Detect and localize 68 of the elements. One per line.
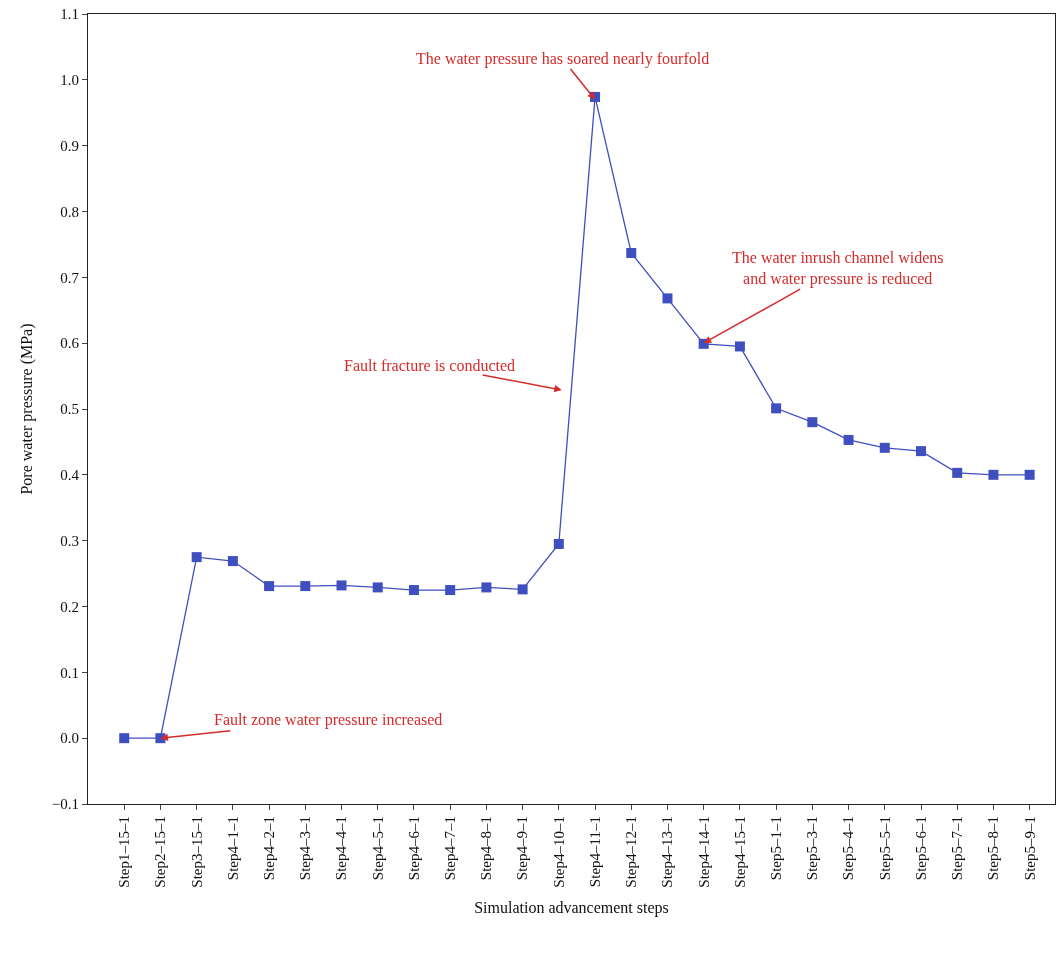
x-tick-label: Step4–10–1 (550, 816, 567, 888)
x-tick-label: Step4–5–1 (369, 816, 386, 881)
x-tick-label: Step4–7–1 (442, 816, 459, 881)
y-tick-label: 0.8 (60, 203, 79, 220)
y-tick-label: 1.0 (60, 72, 79, 89)
x-tick-label: Step4–4–1 (333, 816, 350, 881)
x-tick-label: Step1–15–1 (116, 816, 133, 888)
point (662, 293, 673, 304)
y-tick-label: 0.4 (60, 467, 80, 484)
y-tick-label: 0.7 (60, 269, 80, 286)
point (517, 584, 528, 595)
x-tick-label: Step5–6–1 (912, 816, 929, 881)
x-axis-title: Simulation advancement steps (474, 899, 669, 918)
y-tick-label: 0.0 (60, 730, 79, 747)
y-axis-title: Pore water pressure (MPa) (17, 323, 36, 495)
point (988, 469, 999, 480)
point (191, 552, 202, 563)
x-tick-label: Step3–15–1 (188, 816, 205, 888)
x-tick-label: Step4–13–1 (659, 816, 676, 888)
y-tick-label: 0.3 (60, 532, 79, 549)
point (336, 580, 347, 591)
x-tick-label: Step4–15–1 (731, 816, 748, 888)
point (553, 538, 564, 549)
x-tick-label: Step5–4–1 (840, 816, 857, 881)
point (952, 467, 963, 478)
x-tick-label: Step5–8–1 (985, 816, 1002, 881)
x-tick-label: Step5–5–1 (876, 816, 893, 881)
x-tick-label: Step4–6–1 (405, 816, 422, 881)
x-tick-label: Step4–2–1 (260, 816, 277, 881)
x-tick-label: Step5–1–1 (768, 816, 785, 881)
annotation: The water inrush channel widens and water pressure is reduced (732, 249, 944, 288)
point (771, 403, 782, 414)
y-tick-label: 0.9 (60, 137, 79, 154)
point (879, 442, 890, 453)
x-tick-label: Step4–9–1 (514, 816, 531, 881)
annotation: Fault fracture is conducted (344, 357, 516, 374)
point (626, 247, 637, 258)
point (843, 434, 854, 445)
x-tick-label: Step5–3–1 (804, 816, 821, 881)
point (807, 417, 818, 428)
point (408, 585, 419, 596)
annotation: Fault zone water pressure increased (214, 711, 443, 729)
x-tick-label: Step4–12–1 (623, 816, 640, 888)
x-tick-label: Step4–1–1 (224, 816, 241, 881)
x-tick-label: Step4–11–1 (586, 816, 603, 888)
y-tick-label: −0.1 (51, 796, 79, 813)
x-tick-label: Step5–9–1 (1021, 816, 1038, 881)
point (227, 556, 238, 567)
point (264, 581, 275, 592)
point (445, 585, 456, 596)
x-tick-label: Step5–7–1 (949, 816, 966, 881)
point (300, 581, 311, 592)
point (119, 733, 130, 744)
y-tick-label: 1.1 (60, 6, 79, 23)
y-tick-label: 0.5 (60, 401, 79, 418)
point (372, 582, 383, 593)
y-tick-label: 0.2 (60, 598, 79, 615)
point (734, 341, 745, 352)
annotation: The water pressure has soared nearly fourfold (416, 50, 710, 68)
point (481, 582, 492, 593)
y-tick-label: 0.6 (60, 335, 80, 352)
y-tick-label: 0.1 (60, 664, 79, 681)
x-tick-label: Step4–8–1 (478, 816, 495, 881)
x-tick-label: Step2–15–1 (152, 816, 169, 888)
x-tick-label: Step4–14–1 (695, 816, 712, 888)
point (916, 446, 926, 457)
point (1024, 469, 1035, 480)
x-tick-label: Step4–3–1 (297, 816, 314, 881)
